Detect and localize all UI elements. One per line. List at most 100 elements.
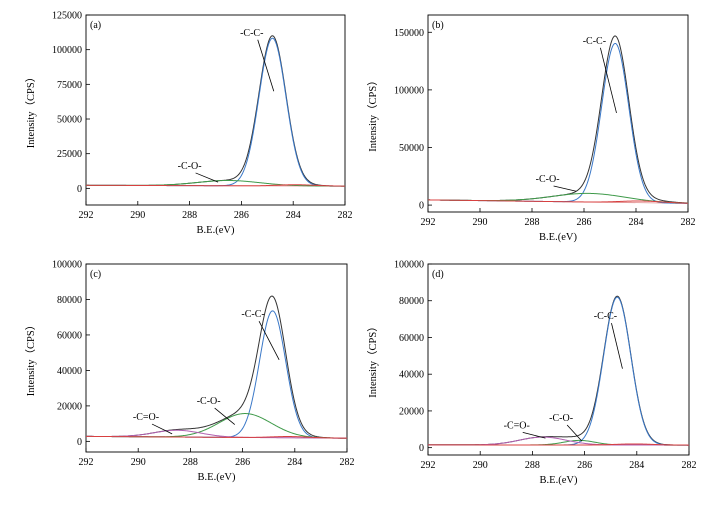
x-tick-label: 288 — [525, 217, 540, 228]
y-tick-label: 100000 — [394, 85, 424, 96]
annotation-c-c-pointer — [257, 39, 275, 92]
x-tick-label: 290 — [130, 210, 145, 221]
series-c-c-line — [86, 37, 345, 187]
annotation-c-c-pointer — [600, 47, 617, 114]
x-tick-label: 288 — [183, 457, 198, 468]
x-axis-label: B.E.(eV) — [539, 232, 577, 243]
plot-frame — [85, 14, 346, 206]
annotation-ceqo: -C=O- — [504, 420, 530, 431]
x-tick-label: 282 — [682, 460, 697, 471]
y-tick-label: 125000 — [52, 11, 82, 22]
x-tick-label: 286 — [235, 457, 250, 468]
plot-frame — [427, 14, 689, 213]
y-tick-label: 60000 — [399, 333, 424, 344]
y-axis-label: Intensity（CPS） — [367, 75, 379, 151]
y-tick-label: 0 — [419, 443, 424, 454]
panel-b: 292 290 288 286 284 282 0 50000 100000 150000 B.E.… — [367, 14, 696, 243]
annotation-c-c: -C-C- — [241, 309, 264, 320]
annotation-c-o: -C-O- — [178, 161, 202, 172]
y-tick-label: 25000 — [57, 149, 82, 160]
annotation-ceqo: -C=O- — [133, 412, 159, 423]
panel-label: (a) — [90, 20, 101, 31]
x-tick-label: 286 — [234, 210, 249, 221]
y-tick-label: 0 — [77, 184, 82, 195]
y-tick-label: 0 — [419, 201, 424, 212]
annotation-c-o: -C-O- — [197, 396, 221, 407]
annotation-c-o-pointer — [553, 185, 577, 192]
y-axis-label: Intensity（CPS） — [367, 321, 379, 397]
annotation-c-o-pointer — [214, 407, 236, 425]
plot-area — [428, 295, 689, 446]
x-tick-label: 290 — [473, 460, 488, 471]
annotation-c-o: -C-O- — [536, 174, 560, 185]
series-satellite-line — [86, 184, 345, 187]
y-tick-label: 80000 — [57, 295, 82, 306]
x-tick-label: 286 — [577, 217, 592, 228]
series-satellite-line — [86, 435, 347, 439]
x-tick-label: 288 — [525, 460, 540, 471]
y-tick-label: 75000 — [57, 80, 82, 91]
x-tick-label: 290 — [131, 457, 146, 468]
panel-a: 292 290 288 286 284 282 0 25000 50000 75000 100000… — [25, 11, 353, 237]
y-tick-label: 60000 — [57, 330, 82, 341]
panel-label: (d) — [432, 269, 444, 280]
y-tick-label: 150000 — [394, 28, 424, 39]
panel-c: 292 290 288 286 284 282 0 20000 40000 60000 80000 1… — [25, 260, 355, 484]
plot-frame — [85, 263, 348, 453]
panel-label: (c) — [90, 269, 101, 280]
series-c-c-line — [86, 310, 347, 439]
annotation-c-o-pointer — [195, 172, 219, 183]
plot-frame — [427, 263, 690, 456]
x-axis-label: B.E.(eV) — [540, 475, 578, 486]
annotation-c-c: -C-C- — [583, 36, 606, 47]
series-satellite-line — [428, 199, 688, 204]
y-tick-label: 0 — [77, 437, 82, 448]
panel-label: (b) — [432, 20, 444, 31]
x-axis-label: B.E.(eV) — [197, 225, 235, 236]
x-tick-label: 292 — [79, 210, 94, 221]
x-tick-label: 284 — [287, 457, 302, 468]
y-axis-label: Intensity（CPS） — [25, 320, 37, 396]
y-tick-label: 40000 — [399, 370, 424, 381]
x-tick-label: 290 — [473, 217, 488, 228]
x-tick-label: 284 — [629, 460, 644, 471]
series-ceqo-line — [86, 429, 347, 439]
annotation-c-c: -C-C- — [240, 28, 263, 39]
y-axis-label: Intensity（CPS） — [25, 72, 37, 148]
y-tick-label: 80000 — [399, 296, 424, 307]
x-tick-label: 286 — [577, 460, 592, 471]
plot-area — [86, 35, 345, 187]
plot-area — [428, 35, 688, 204]
y-tick-label: 40000 — [57, 366, 82, 377]
x-tick-label: 284 — [286, 210, 301, 221]
annotation-c-c-pointer — [258, 321, 280, 360]
x-tick-label: 288 — [182, 210, 197, 221]
y-tick-label: 100000 — [394, 260, 424, 271]
series-envelope-line — [86, 35, 345, 187]
x-tick-label: 282 — [681, 217, 696, 228]
x-tick-label: 284 — [629, 217, 644, 228]
y-tick-label: 20000 — [399, 406, 424, 417]
x-tick-label: 292 — [421, 460, 436, 471]
annotation-ceqo-pointer — [522, 431, 546, 439]
annotation-c-o-pointer — [566, 424, 583, 442]
x-tick-label: 282 — [340, 457, 355, 468]
x-axis-label: B.E.(eV) — [198, 472, 236, 483]
annotation-c-c: -C-C- — [594, 311, 617, 322]
series-envelope-line — [86, 295, 347, 439]
x-tick-label: 292 — [79, 457, 94, 468]
plot-area — [86, 295, 347, 439]
x-tick-label: 282 — [338, 210, 353, 221]
y-tick-label: 100000 — [52, 45, 82, 56]
y-tick-label: 50000 — [399, 143, 424, 154]
y-tick-label: 100000 — [52, 260, 82, 271]
y-tick-label: 50000 — [57, 115, 82, 126]
y-tick-label: 20000 — [57, 401, 82, 412]
x-tick-label: 292 — [421, 217, 436, 228]
annotation-c-o: -C-O- — [549, 413, 573, 424]
annotation-c-c-pointer — [611, 323, 623, 369]
annotation-ceqo-pointer — [151, 423, 173, 435]
panel-d: 292 290 288 286 284 282 0 20000 40000 60000 80000 1… — [367, 260, 697, 487]
series-satellite-line — [428, 443, 689, 446]
